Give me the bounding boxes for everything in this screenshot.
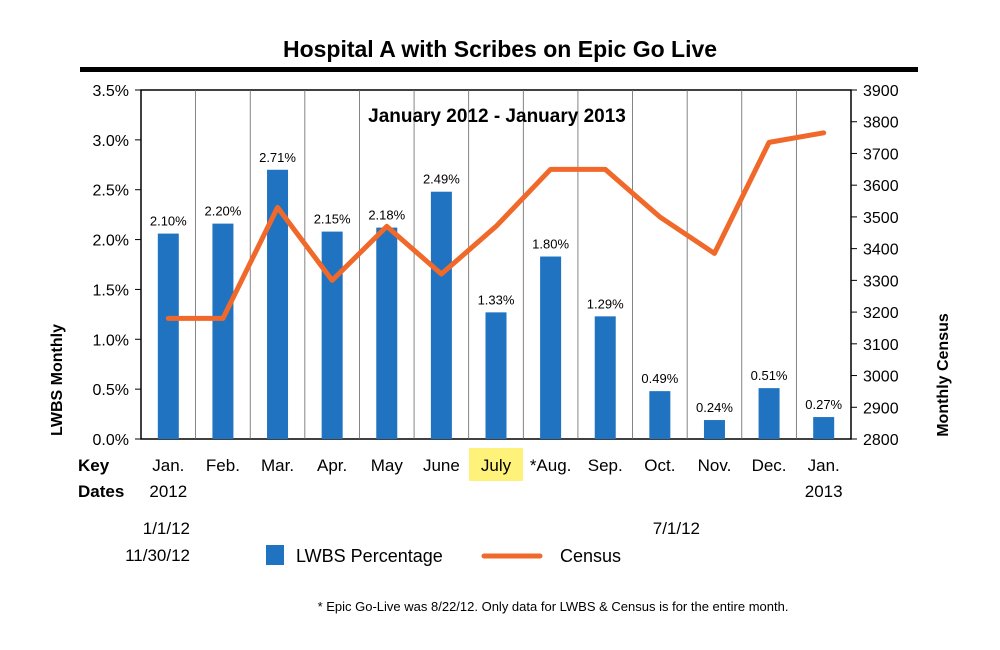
bar-data-label: 2.71% [259,150,296,165]
right-tick-label: 3500 [863,210,899,227]
bar [758,388,780,439]
bar [267,169,289,439]
bar-data-label: 1.33% [478,292,515,307]
bar-data-label: 1.80% [532,237,569,252]
category-label: Jan. [808,456,840,475]
category-label: June [423,456,460,475]
category-gridlines [195,90,797,439]
right-tick-label: 3000 [863,369,899,386]
title-rule [80,67,918,72]
category-labels: Jan. 2012 Feb. Mar. Apr. May June July *Aug. Sep.… [149,456,842,501]
category-label: Oct. [644,456,675,475]
bar [703,420,725,439]
category-label: Feb. [206,456,240,475]
right-tick-label: 3600 [863,178,899,195]
left-tick-label: 1.5% [93,282,129,299]
category-label: 2013 [805,482,843,501]
left-tick-label: 2.5% [93,183,129,200]
bar-data-label: 2.20% [204,204,241,219]
right-axis-label: Monthly Census [935,313,952,437]
bar-data-label: 0.24% [696,400,733,415]
bar [540,256,562,439]
right-tick-label: 2900 [863,400,899,417]
right-tick-label: 3400 [863,242,899,259]
bar [485,312,507,439]
bar-data-label: 1.29% [587,296,624,311]
category-label: Dec. [752,456,787,475]
bar [212,223,234,439]
left-axis-ticks: 0.0% 0.5% 1.0% 1.5% 2.0% 2.5% 3.0% 3.5% [93,83,141,449]
key-dates-label: Dates [78,482,124,501]
left-axis-label: LWBS Monthly [49,324,66,436]
right-tick-label: 3800 [863,115,899,132]
bar-data-label: 2.18% [368,208,405,223]
bar [157,233,179,439]
key-date: 7/1/12 [653,519,700,538]
legend: LWBS Percentage Census [266,545,621,566]
key-dates-label: Key [78,456,110,475]
bar-data-label: 2.49% [423,172,460,187]
right-axis-ticks: 2800 2900 3000 3100 3200 3300 3400 3500 3600 3700… [851,83,899,449]
left-tick-label: 1.0% [93,332,129,349]
category-label: 2012 [149,482,187,501]
bar-data-label: 2.10% [150,214,187,229]
category-label: July [481,456,512,475]
bar [430,191,452,439]
july-highlight [469,448,523,481]
bar-data-labels: 2.10% 2.20% 2.71% 2.15% 2.18% 2.49% 1.33% 1.80%… [150,150,843,415]
right-tick-label: 3100 [863,337,899,354]
category-label: *Aug. [530,456,572,475]
bar [649,391,671,439]
left-tick-label: 0.0% [93,432,129,449]
census-line [165,130,827,321]
legend-label-line: Census [560,546,621,566]
left-tick-label: 0.5% [93,382,129,399]
bar-data-label: 0.51% [751,368,788,383]
key-date: 1/1/12 [143,519,190,538]
legend-label-bars: LWBS Percentage [296,546,443,566]
category-label: Apr. [317,456,347,475]
bar [376,227,398,439]
bar [321,231,343,439]
category-label: Mar. [261,456,294,475]
key-date: 11/30/12 [125,546,190,565]
chart-title: Hospital A with Scribes on Epic Go Live [283,36,717,62]
right-tick-label: 2800 [863,432,899,449]
category-label: Nov. [698,456,732,475]
left-tick-label: 3.5% [93,83,129,100]
right-tick-label: 3300 [863,273,899,290]
left-tick-label: 2.0% [93,233,129,250]
right-tick-label: 3200 [863,305,899,322]
chart-subtitle: January 2012 - January 2013 [368,106,626,127]
right-tick-label: 3700 [863,146,899,163]
category-label: Sep. [588,456,623,475]
legend-swatch-bars [266,545,284,565]
category-label: Jan. [152,456,184,475]
bar-data-label: 2.15% [314,212,351,227]
key-dates: Key Dates 1/1/12 11/30/12 7/1/12 [78,456,700,565]
bar [813,417,835,439]
right-tick-label: 3900 [863,83,899,100]
bar-series [157,169,835,439]
bar-data-label: 0.49% [641,371,678,386]
bar-data-label: 0.27% [805,397,842,412]
footnote: * Epic Go-Live was 8/22/12. Only data fo… [318,599,789,614]
category-label: May [371,456,404,475]
bar [594,316,616,439]
left-tick-label: 3.0% [93,133,129,150]
